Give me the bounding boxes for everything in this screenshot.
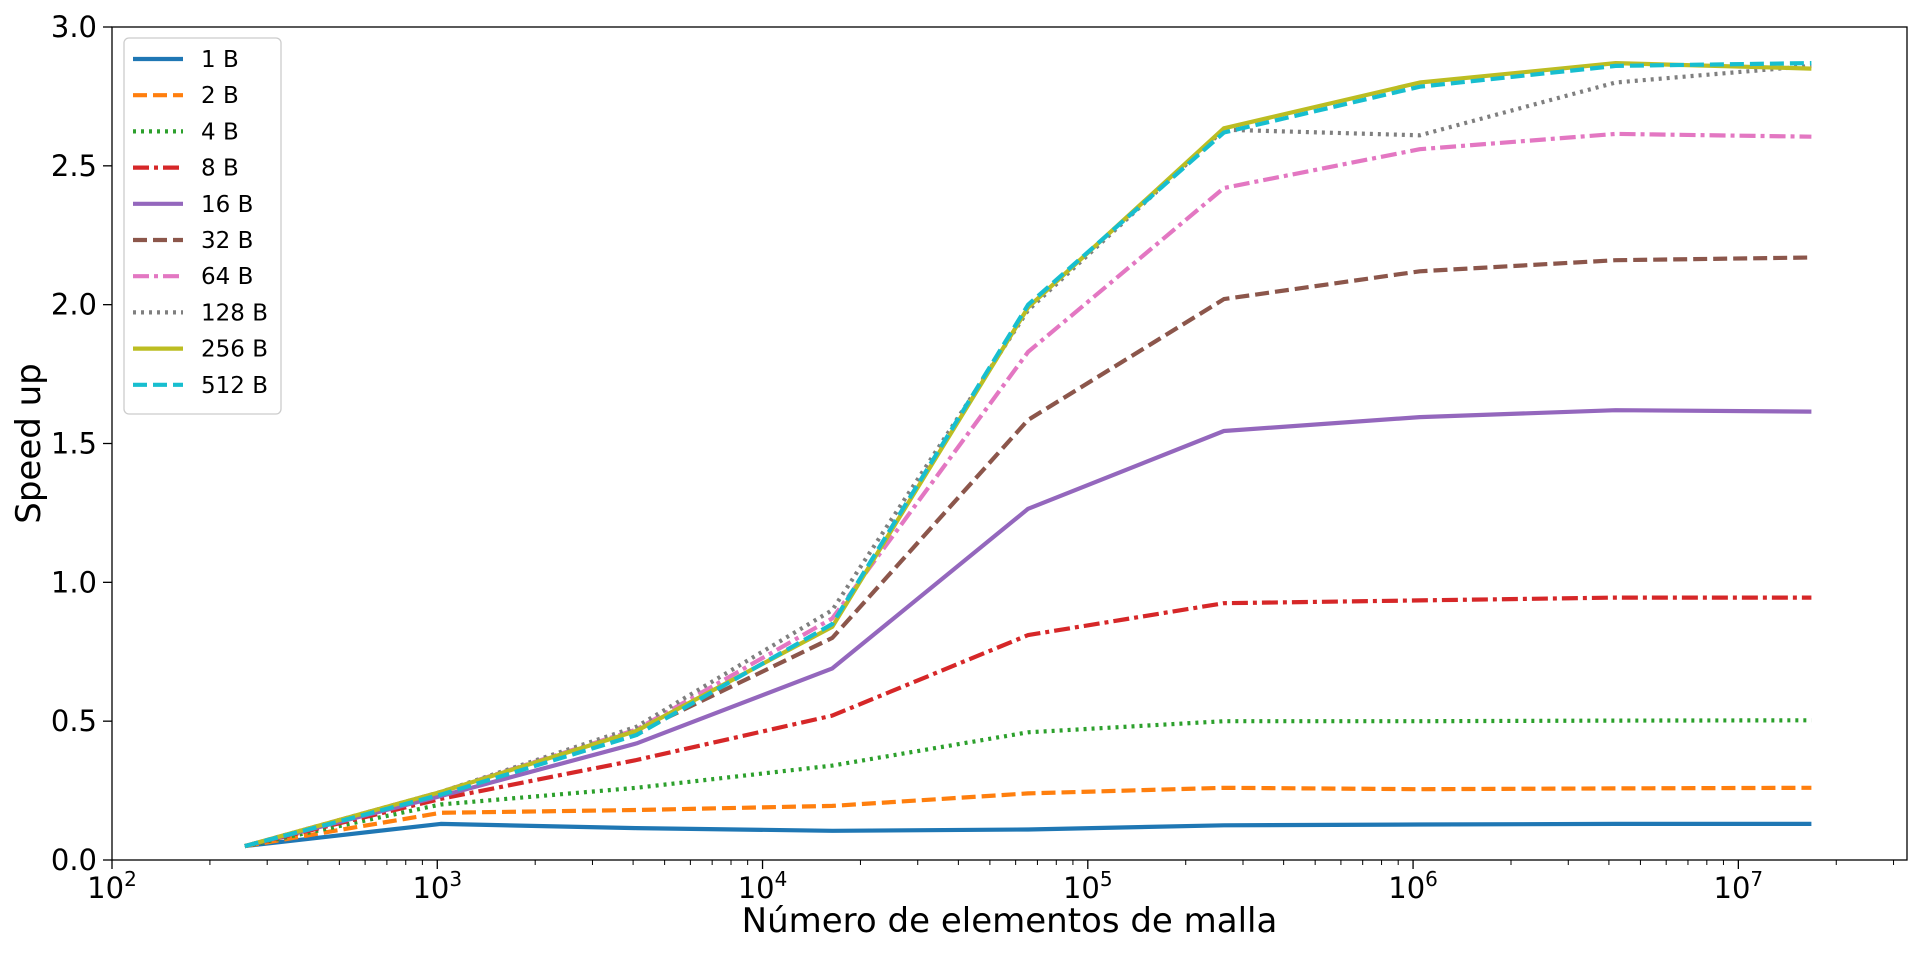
y-axis: 0.0 0.5 1.0 1.5 2.0 2.5 3.0 bbox=[51, 10, 112, 877]
x-axis-label: Número de elementos de malla bbox=[742, 901, 1278, 941]
series-line-1 bbox=[244, 821, 1812, 849]
y-tick-label: 2.5 bbox=[51, 149, 97, 183]
plot-frame bbox=[111, 26, 1908, 861]
legend-label: 512 B bbox=[201, 373, 268, 399]
legend-label: 1 B bbox=[201, 47, 239, 73]
x-tick-label: 104 bbox=[738, 867, 788, 905]
series-line-3 bbox=[244, 718, 1812, 849]
legend: 1 B 2 B 4 B 8 B 16 B 32 B 64 B 128 B 256 B 512 B bbox=[123, 37, 282, 415]
legend-label: 8 B bbox=[201, 156, 239, 182]
y-tick-label: 2.0 bbox=[51, 288, 97, 322]
x-tick-label: 107 bbox=[1714, 867, 1764, 905]
y-tick-label: 3.0 bbox=[51, 10, 97, 44]
y-axis-label: Speed up bbox=[9, 363, 49, 524]
legend-label: 256 B bbox=[201, 337, 268, 363]
legend-label: 16 B bbox=[201, 192, 253, 218]
y-tick-label: 0.0 bbox=[51, 843, 97, 877]
y-tick-label: 1.5 bbox=[51, 427, 97, 461]
x-tick-label: 105 bbox=[1063, 867, 1113, 905]
legend-label: 64 B bbox=[201, 264, 253, 290]
y-tick-label: 1.0 bbox=[51, 565, 97, 599]
x-tick-label: 102 bbox=[87, 867, 137, 905]
legend-label: 2 B bbox=[201, 83, 239, 109]
legend-label: 128 B bbox=[201, 300, 268, 326]
series-line-5 bbox=[244, 408, 1812, 849]
x-tick-label: 103 bbox=[412, 867, 462, 905]
series-line-8 bbox=[244, 63, 1812, 849]
series-lines bbox=[244, 60, 1812, 849]
y-tick-label: 0.5 bbox=[51, 704, 97, 738]
x-axis: 102 103 104 105 106 107 bbox=[87, 860, 1895, 905]
series-line-4 bbox=[244, 595, 1812, 849]
legend-label: 4 B bbox=[201, 119, 239, 145]
legend-label: 32 B bbox=[201, 228, 253, 254]
x-tick-label: 106 bbox=[1388, 867, 1438, 905]
series-line-10 bbox=[244, 61, 1812, 849]
legend-frame bbox=[123, 37, 282, 415]
series-line-2 bbox=[244, 785, 1812, 849]
